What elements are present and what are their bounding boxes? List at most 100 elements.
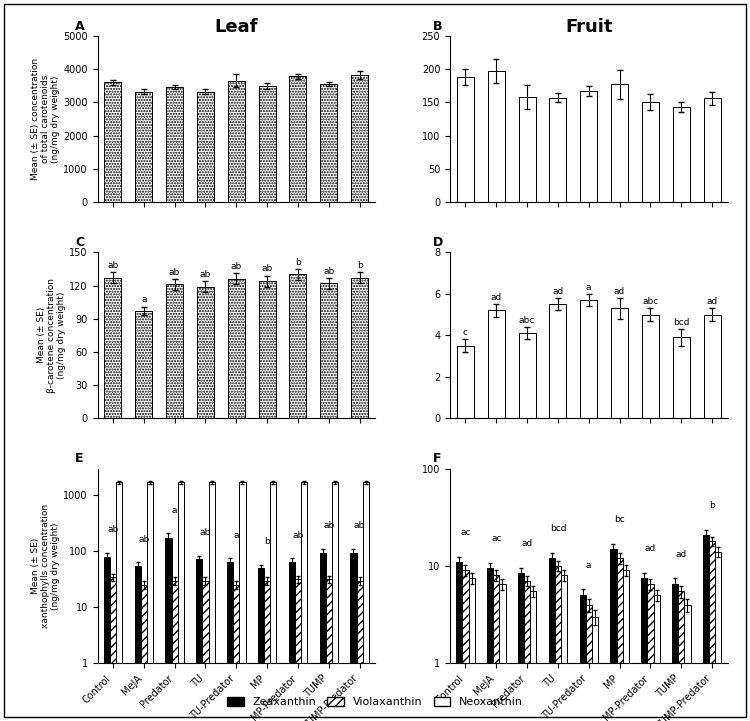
Bar: [704, 98, 721, 202]
Text: abc: abc: [642, 297, 658, 306]
Bar: [104, 557, 110, 721]
Bar: [104, 278, 122, 418]
Bar: [704, 314, 721, 418]
Bar: [141, 585, 147, 721]
Bar: [456, 562, 462, 721]
Text: a: a: [172, 506, 177, 516]
Text: A: A: [75, 19, 85, 32]
Text: ab: ab: [107, 261, 118, 270]
Text: a: a: [141, 296, 146, 304]
Bar: [264, 580, 270, 721]
Text: abc: abc: [519, 316, 536, 325]
Bar: [678, 591, 684, 721]
Text: ad: ad: [552, 287, 563, 296]
Text: ad: ad: [614, 287, 626, 296]
Text: a: a: [586, 283, 592, 292]
Text: bc: bc: [614, 515, 625, 524]
Bar: [227, 562, 233, 721]
Bar: [549, 558, 555, 721]
Bar: [326, 579, 332, 721]
Bar: [716, 552, 722, 721]
Text: b: b: [295, 257, 301, 267]
Bar: [259, 86, 275, 202]
Bar: [166, 87, 183, 202]
Bar: [197, 287, 214, 418]
Bar: [197, 92, 214, 202]
Text: ad: ad: [676, 550, 687, 559]
Bar: [165, 538, 172, 721]
Text: ac: ac: [460, 528, 471, 537]
Text: C: C: [75, 236, 85, 249]
Bar: [561, 575, 567, 721]
Bar: [259, 281, 275, 418]
Bar: [611, 84, 628, 202]
Text: ab: ab: [354, 521, 365, 531]
Text: ab: ab: [107, 526, 118, 534]
Bar: [457, 77, 474, 202]
Bar: [642, 102, 659, 202]
Text: ab: ab: [292, 531, 304, 539]
Text: ab: ab: [169, 267, 180, 277]
Bar: [270, 482, 276, 721]
Text: F: F: [433, 452, 442, 465]
Bar: [653, 596, 660, 721]
Bar: [487, 568, 494, 721]
Bar: [166, 284, 183, 418]
Text: bcd: bcd: [550, 524, 566, 534]
Bar: [611, 309, 628, 418]
Bar: [494, 575, 500, 721]
Bar: [332, 482, 338, 721]
Bar: [289, 562, 295, 721]
Bar: [350, 552, 356, 721]
Text: b: b: [357, 261, 362, 270]
Bar: [641, 578, 647, 721]
Text: ab: ab: [323, 521, 334, 531]
Bar: [550, 98, 566, 202]
Text: ab: ab: [138, 534, 149, 544]
Bar: [116, 482, 122, 721]
Text: Leaf: Leaf: [214, 18, 258, 36]
Y-axis label: Mean (± SE) concentration
of total carotenoids
(ng/mg dry weight): Mean (± SE) concentration of total carot…: [31, 58, 60, 180]
Y-axis label: Mean (± SE)
β-carotene concentration
(ng/mg dry weight): Mean (± SE) β-carotene concentration (ng…: [37, 278, 67, 393]
Bar: [647, 584, 653, 721]
Bar: [610, 549, 616, 721]
Bar: [580, 596, 586, 721]
Y-axis label: Mean (± SE)
xanthophylls concentration
(ng/mg dry weight): Mean (± SE) xanthophylls concentration (…: [31, 504, 61, 628]
Bar: [642, 314, 659, 418]
Text: ad: ad: [645, 544, 656, 553]
Bar: [673, 107, 690, 202]
Text: ad: ad: [521, 539, 532, 548]
Bar: [580, 91, 597, 202]
Bar: [518, 333, 536, 418]
Bar: [622, 570, 628, 721]
Bar: [209, 482, 214, 721]
Bar: [135, 311, 152, 418]
Bar: [673, 337, 690, 418]
Text: b: b: [710, 501, 715, 510]
Bar: [172, 580, 178, 721]
Bar: [592, 617, 598, 721]
Bar: [524, 581, 530, 721]
Bar: [586, 605, 592, 721]
Bar: [290, 275, 307, 418]
Bar: [104, 82, 122, 202]
Bar: [469, 578, 475, 721]
Bar: [295, 579, 301, 721]
Bar: [134, 566, 141, 721]
Bar: [580, 300, 597, 418]
Bar: [202, 580, 208, 721]
Bar: [228, 81, 244, 202]
Bar: [488, 310, 505, 418]
Bar: [178, 482, 184, 721]
Text: a: a: [586, 562, 592, 570]
Bar: [518, 573, 524, 721]
Text: ad: ad: [706, 297, 718, 306]
Bar: [196, 559, 202, 721]
Bar: [530, 591, 536, 721]
Bar: [135, 92, 152, 202]
Text: ab: ab: [200, 528, 211, 537]
Bar: [555, 566, 561, 721]
Text: ab: ab: [262, 265, 273, 273]
Bar: [457, 345, 474, 418]
Bar: [351, 278, 368, 418]
